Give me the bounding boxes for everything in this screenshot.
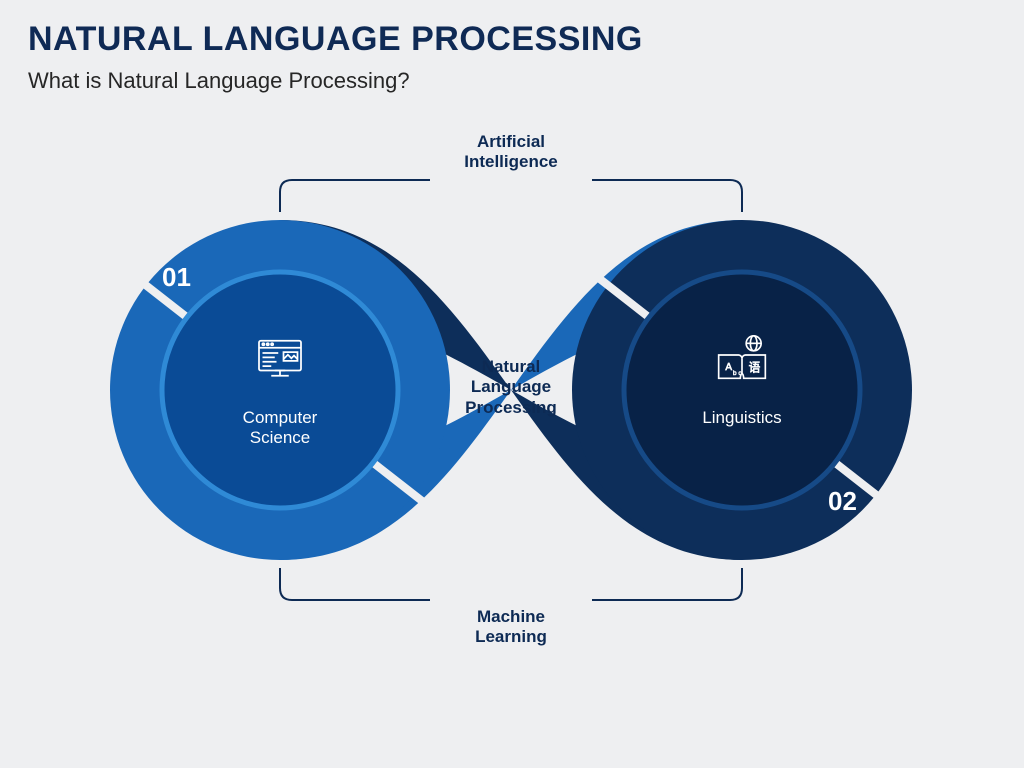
bottom-bracket (280, 568, 742, 600)
left-number: 01 (162, 262, 191, 293)
center-label-l1: Natural (441, 357, 581, 377)
right-circle-label: Linguistics (672, 408, 812, 428)
top-bracket-l2: Intelligence (436, 152, 586, 172)
top-bracket-l1: Artificial (436, 132, 586, 152)
svg-text:语: 语 (749, 362, 761, 375)
svg-text:b c: b c (733, 370, 743, 377)
bottom-bracket-l1: Machine (436, 607, 586, 627)
left-circle-label: Computer Science (210, 408, 350, 449)
left-label-l1: Computer (210, 408, 350, 428)
right-number: 02 (828, 486, 857, 517)
left-label-l2: Science (210, 428, 350, 448)
center-label-l2: Language (441, 377, 581, 397)
bottom-bracket-l2: Learning (436, 627, 586, 647)
right-label-l1: Linguistics (672, 408, 812, 428)
center-label-l3: Processing (441, 398, 581, 418)
linguistics-icon: A b c 语 (710, 328, 774, 392)
center-label: Natural Language Processing (441, 357, 581, 418)
top-bracket (280, 180, 742, 212)
bottom-bracket-label: Machine Learning (436, 607, 586, 646)
svg-text:A: A (725, 362, 732, 373)
top-bracket-label: Artificial Intelligence (436, 132, 586, 171)
computer-science-icon (248, 328, 312, 392)
